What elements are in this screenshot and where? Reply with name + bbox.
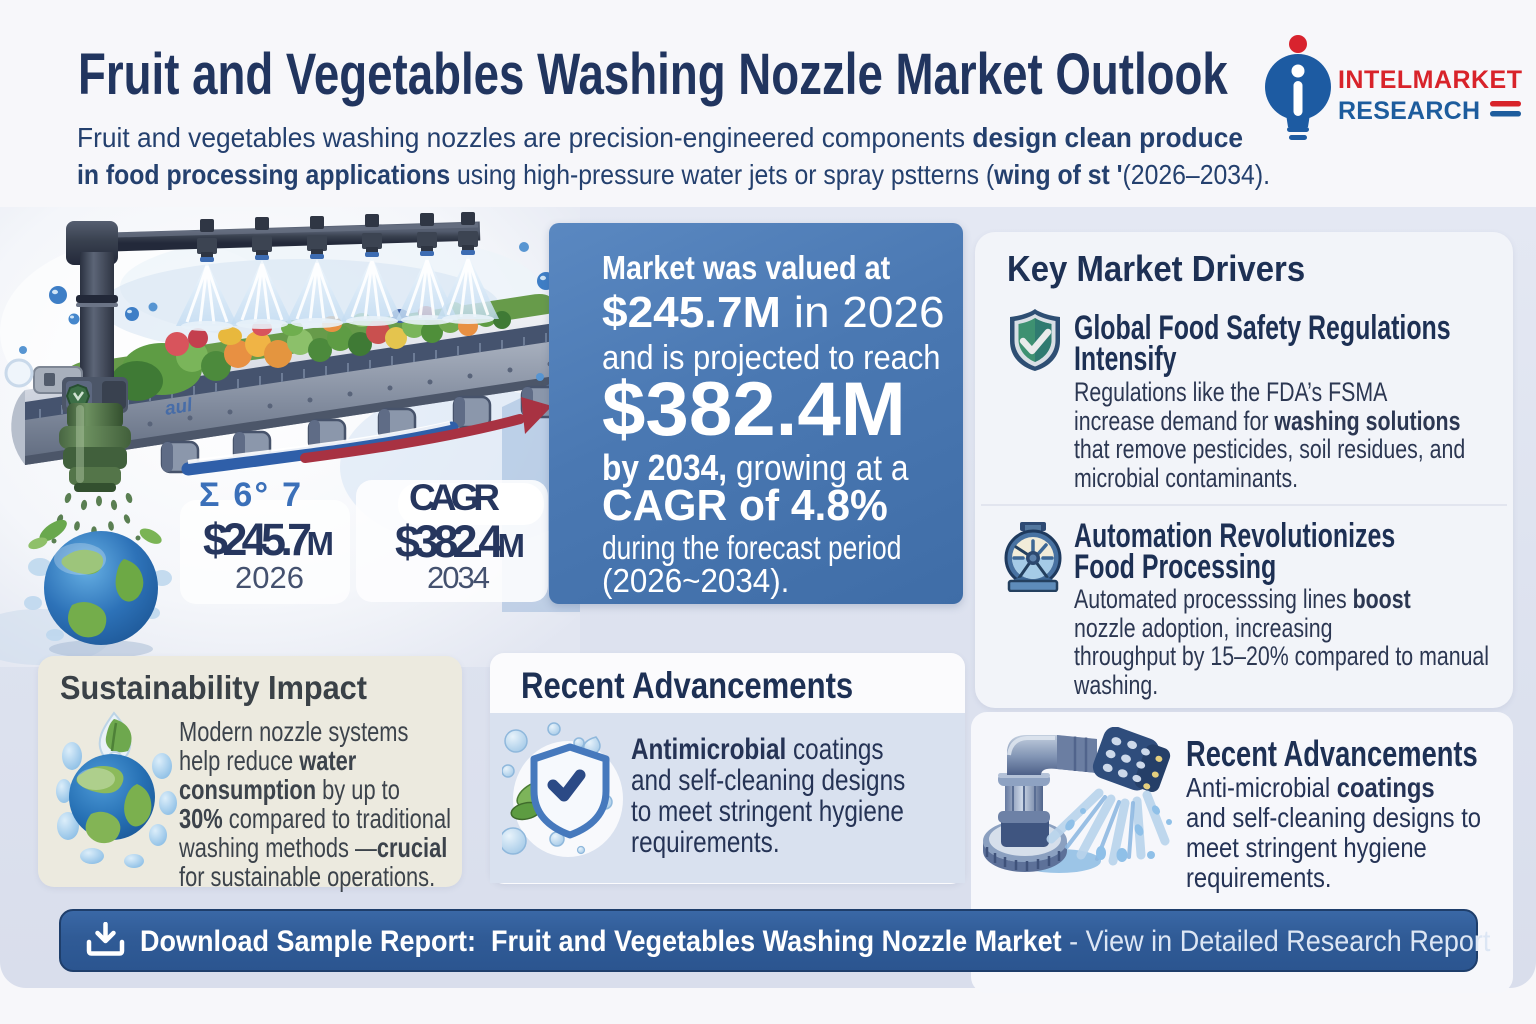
svg-text:CAGR: CAGR bbox=[409, 477, 500, 518]
svg-text:aul: aul bbox=[163, 395, 194, 420]
svg-text:$382.4M: $382.4M bbox=[395, 516, 525, 567]
svg-text:RESEARCH: RESEARCH bbox=[1338, 97, 1480, 125]
svg-text:2034: 2034 bbox=[427, 560, 490, 595]
svg-text:2026: 2026 bbox=[235, 560, 304, 595]
svg-text:Σ 6° 7: Σ 6° 7 bbox=[199, 476, 301, 514]
svg-text:$245.7M: $245.7M bbox=[203, 514, 334, 565]
svg-text:INTELMARKET: INTELMARKET bbox=[1338, 66, 1522, 94]
